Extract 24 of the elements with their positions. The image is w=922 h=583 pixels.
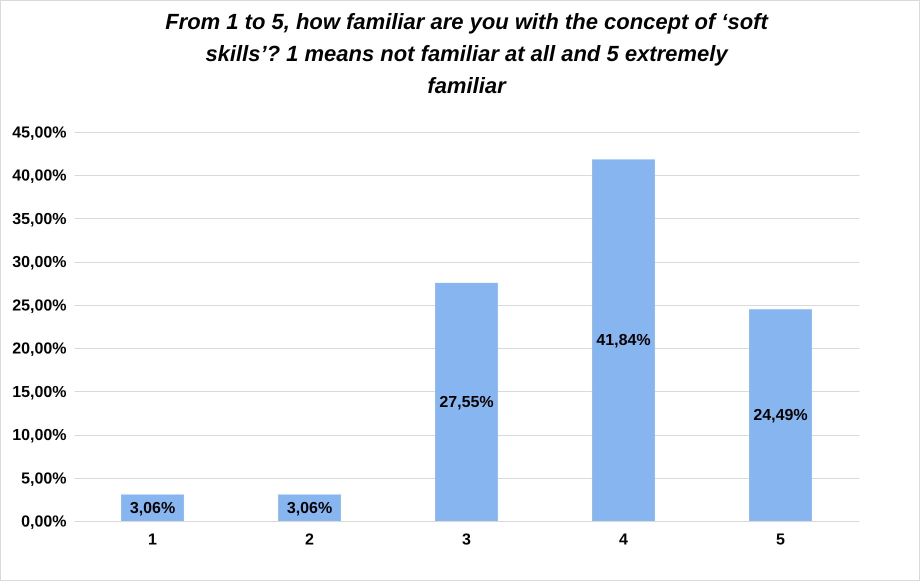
data-label: 3,06%: [130, 500, 176, 517]
y-tick-label: 10,00%: [12, 427, 66, 444]
data-label: 24,49%: [753, 407, 808, 424]
y-tick-label: 5,00%: [21, 470, 66, 488]
y-tick-label: 30,00%: [12, 254, 66, 272]
x-tick-label: 3: [462, 532, 472, 548]
x-tick-label: 2: [305, 532, 314, 548]
y-tick-label: 35,00%: [12, 210, 66, 228]
data-label: 3,06%: [286, 500, 332, 517]
y-tick-label: 20,00%: [12, 340, 66, 358]
x-tick-label: 4: [619, 532, 628, 548]
y-tick-label: 40,00%: [12, 168, 66, 185]
bar: [592, 159, 655, 521]
y-tick-label: 45,00%: [12, 124, 66, 142]
data-label: 41,84%: [596, 332, 651, 350]
y-tick-label: 15,00%: [12, 384, 66, 401]
y-tick-label: 25,00%: [12, 297, 66, 314]
y-tick-label: 0,00%: [21, 514, 66, 530]
x-tick-label: 5: [776, 532, 786, 548]
chart-title: From 1 to 5, how familiar are you with the concept of ‘soft skills’? 1 means not familiar at all and 5 extremely familiar: [165, 9, 770, 98]
bar: [749, 309, 812, 521]
x-tick-label: 1: [148, 532, 158, 548]
bar: [435, 282, 498, 521]
data-label: 27,55%: [439, 394, 494, 411]
